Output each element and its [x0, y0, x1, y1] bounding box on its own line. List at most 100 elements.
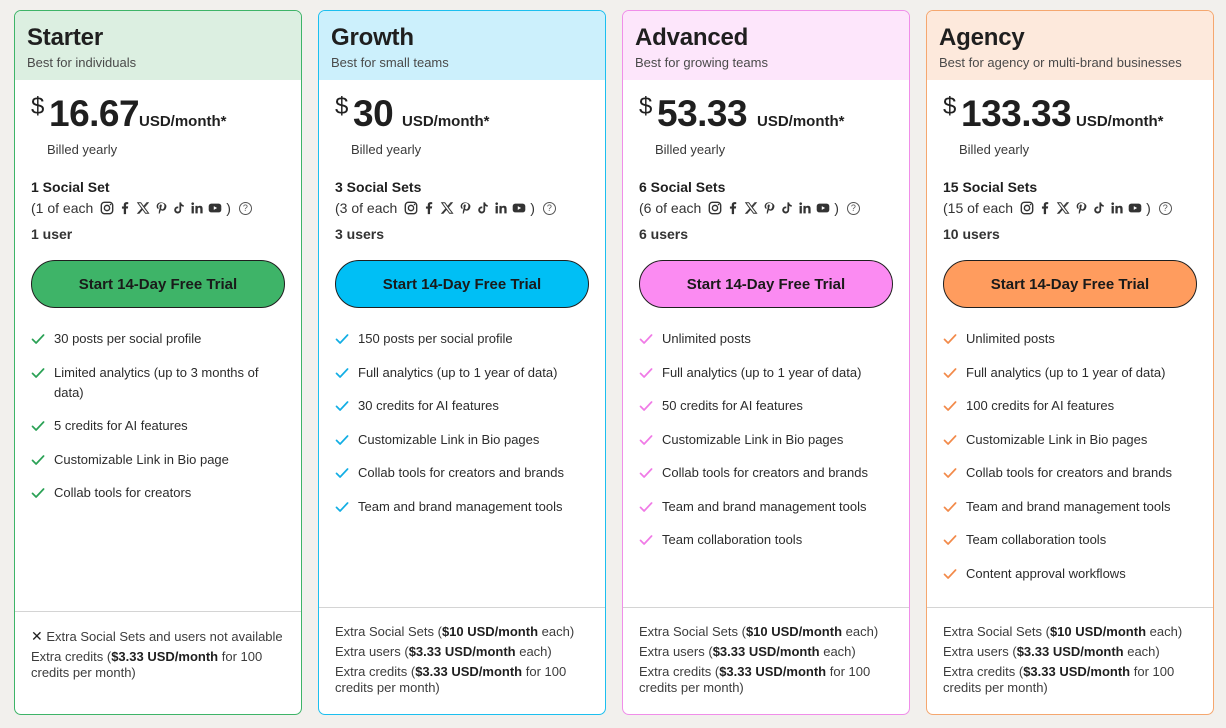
- feature-item: 150 posts per social profile: [335, 329, 591, 349]
- feature-text: Team and brand management tools: [966, 498, 1171, 514]
- feature-text: Full analytics (up to 1 year of data): [966, 364, 1166, 380]
- extra-credits: Extra credits ($3.33 USD/month for 100 c…: [943, 664, 1203, 696]
- feature-list: Unlimited posts Full analytics (up to 1 y…: [639, 329, 895, 564]
- price-unit: USD/month*: [757, 113, 845, 130]
- feature-text: 30 posts per social profile: [54, 331, 202, 346]
- plan-name: Starter: [27, 24, 103, 51]
- feature-item: Team collaboration tools: [943, 530, 1199, 550]
- sets-prefix: Extra Social Sets (: [639, 624, 746, 639]
- extra-sets: Extra Social Sets ($10 USD/month each): [639, 624, 899, 640]
- check-icon: [943, 567, 957, 581]
- plan-footer: Extra Social Sets ($10 USD/month each) E…: [927, 607, 1213, 714]
- networks-prefix: (3 of each: [335, 200, 398, 216]
- feature-item: 30 posts per social profile: [31, 329, 287, 349]
- feature-item: 100 credits for AI features: [943, 396, 1199, 416]
- credits-price: $3.33 USD/month: [1023, 664, 1131, 679]
- users-suffix: each): [1123, 644, 1160, 659]
- feature-item: Customizable Link in Bio page: [31, 450, 287, 470]
- credits-suffix: for 100 credits per month): [335, 664, 567, 695]
- instagram-icon: [98, 201, 116, 215]
- help-icon[interactable]: ?: [238, 201, 252, 215]
- users-price: $3.33 USD/month: [712, 644, 820, 659]
- help-icon[interactable]: ?: [846, 201, 860, 215]
- feature-text: Unlimited posts: [662, 331, 751, 346]
- social-networks-row: (3 of each ) ?: [335, 199, 556, 217]
- extra-sets-unavailable: ✕ Extra Social Sets and users not availa…: [31, 628, 291, 645]
- sets-suffix: each): [1146, 624, 1183, 639]
- credits-price: $3.33 USD/month: [111, 649, 219, 664]
- start-trial-button[interactable]: Start 14-Day Free Trial: [943, 260, 1197, 308]
- feature-text: 100 credits for AI features: [966, 398, 1115, 413]
- feature-text: Collab tools for creators and brands: [358, 465, 564, 480]
- credits-suffix: for 100 credits per month): [639, 664, 871, 695]
- feature-item: Team and brand management tools: [335, 497, 591, 517]
- instagram-icon: [706, 201, 724, 215]
- plan-name: Agency: [939, 24, 1025, 51]
- feature-item: Team and brand management tools: [639, 497, 895, 517]
- extra-credits: Extra credits ($3.33 USD/month for 100 c…: [335, 664, 595, 696]
- billing-period: Billed yearly: [655, 142, 726, 157]
- x-icon: ✕: [31, 628, 43, 644]
- instagram-icon: [1018, 201, 1036, 215]
- user-count: 1 user: [31, 226, 73, 242]
- plan-card-advanced: Advanced Best for growing teams $ 53.33 …: [622, 10, 910, 715]
- plan-tagline: Best for growing teams: [635, 55, 768, 70]
- start-trial-button[interactable]: Start 14-Day Free Trial: [639, 260, 893, 308]
- feature-item: Unlimited posts: [943, 329, 1199, 349]
- feature-item: 50 credits for AI features: [639, 396, 895, 416]
- feature-item: Collab tools for creators and brands: [335, 463, 591, 483]
- networks-suffix: ): [834, 200, 839, 216]
- facebook-icon: [420, 201, 438, 215]
- feature-item: Full analytics (up to 1 year of data): [639, 363, 895, 383]
- check-icon: [639, 366, 653, 380]
- social-networks-row: (6 of each ) ?: [639, 199, 860, 217]
- feature-text: Collab tools for creators and brands: [966, 465, 1172, 480]
- pinterest-icon: [456, 201, 474, 215]
- check-icon: [335, 466, 349, 480]
- feature-text: Collab tools for creators: [54, 485, 192, 500]
- check-icon: [639, 466, 653, 480]
- linkedin-icon: [492, 201, 510, 215]
- check-icon: [31, 486, 45, 500]
- tiktok-icon: [1090, 201, 1108, 215]
- price-amount: 30: [353, 93, 394, 134]
- feature-text: Limited analytics (up to 3 months of dat…: [54, 364, 259, 400]
- billing-period: Billed yearly: [351, 142, 422, 157]
- tiktok-icon: [778, 201, 796, 215]
- social-icons: [98, 201, 224, 215]
- feature-text: Full analytics (up to 1 year of data): [662, 364, 862, 380]
- help-icon[interactable]: ?: [1158, 201, 1172, 215]
- check-icon: [639, 332, 653, 346]
- check-icon: [31, 332, 45, 346]
- pinterest-icon: [1072, 201, 1090, 215]
- credits-suffix: for 100 credits per month): [943, 664, 1175, 695]
- users-price: $3.33 USD/month: [1016, 644, 1124, 659]
- feature-text: Team and brand management tools: [662, 498, 867, 514]
- feature-text: 30 credits for AI features: [358, 398, 499, 413]
- social-networks-row: (1 of each ) ?: [31, 199, 252, 217]
- plan-footer: Extra Social Sets ($10 USD/month each) E…: [319, 607, 605, 714]
- feature-item: Full analytics (up to 1 year of data): [943, 363, 1199, 383]
- credits-price: $3.33 USD/month: [415, 664, 523, 679]
- sets-prefix: Extra Social Sets (: [943, 624, 1050, 639]
- extra-users: Extra users ($3.33 USD/month each): [335, 644, 595, 660]
- start-trial-button[interactable]: Start 14-Day Free Trial: [335, 260, 589, 308]
- credits-price: $3.33 USD/month: [719, 664, 827, 679]
- facebook-icon: [724, 201, 742, 215]
- check-icon: [639, 500, 653, 514]
- help-icon[interactable]: ?: [542, 201, 556, 215]
- sets-price: $10 USD/month: [441, 624, 539, 639]
- feature-text: Team and brand management tools: [358, 498, 563, 514]
- plan-header: Starter Best for individuals: [15, 11, 301, 80]
- sets-prefix: Extra Social Sets (: [335, 624, 442, 639]
- x-icon: [134, 201, 152, 215]
- social-icons: [706, 201, 832, 215]
- check-icon: [335, 399, 349, 413]
- check-icon: [335, 366, 349, 380]
- start-trial-button[interactable]: Start 14-Day Free Trial: [31, 260, 285, 308]
- users-prefix: Extra users (: [943, 644, 1017, 659]
- feature-text: Team collaboration tools: [966, 532, 1107, 547]
- price-amount: 53.33: [657, 93, 748, 134]
- x-icon: [1054, 201, 1072, 215]
- plan-card-growth: Growth Best for small teams $ 30 USD/mon…: [318, 10, 606, 715]
